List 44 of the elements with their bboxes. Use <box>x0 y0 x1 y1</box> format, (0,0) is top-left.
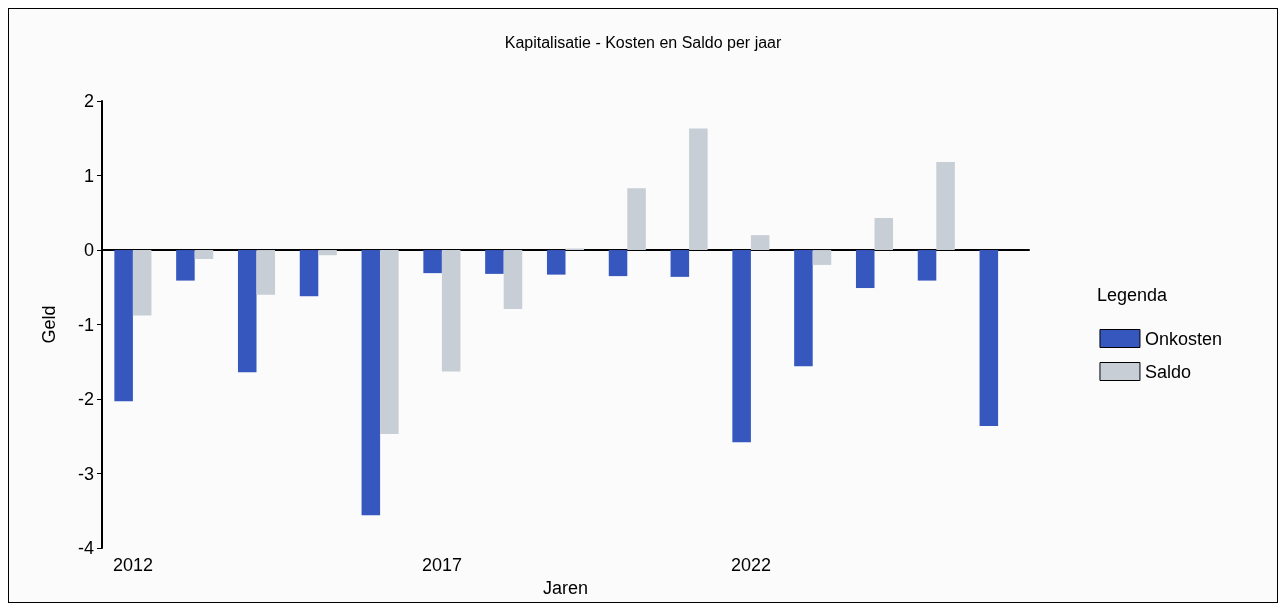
bar <box>176 250 195 281</box>
bar <box>936 162 955 251</box>
y-tick-label: -1 <box>77 314 94 335</box>
y-tick-label: -4 <box>77 538 94 559</box>
bar <box>732 250 751 443</box>
y-tick-label: -2 <box>77 389 94 410</box>
bar <box>917 250 937 281</box>
bar <box>194 250 214 259</box>
bar <box>256 250 276 295</box>
bar <box>380 250 399 435</box>
bar <box>689 128 708 251</box>
y-tick-label: 2 <box>83 91 94 111</box>
bar <box>794 250 813 367</box>
bar <box>423 250 442 274</box>
x-tick-label: 2017 <box>421 555 462 576</box>
bar <box>670 250 690 277</box>
y-tick-label: 0 <box>83 240 94 261</box>
y-tick-label: -3 <box>77 463 94 484</box>
bar <box>485 250 504 274</box>
bar <box>855 250 875 289</box>
y-tick-label: 1 <box>83 165 94 186</box>
bar <box>812 250 832 265</box>
x-tick-label: 2012 <box>112 555 153 576</box>
bar <box>237 250 257 373</box>
bar <box>608 250 628 277</box>
bar <box>361 250 381 516</box>
y-axis-title: Geld <box>39 305 59 344</box>
bar <box>132 250 152 316</box>
bar <box>979 250 999 426</box>
chart-title: Kapitalisatie - Kosten en Saldo per jaar <box>504 33 782 51</box>
bar <box>318 250 337 256</box>
bar <box>750 235 770 251</box>
legend-label: Onkosten <box>1144 328 1222 349</box>
x-tick-label: 2022 <box>730 555 771 576</box>
bar <box>114 250 133 402</box>
x-axis-title: Jaren <box>542 578 589 598</box>
bar <box>874 217 894 251</box>
bar <box>546 250 566 275</box>
legend-title: Legenda <box>1096 285 1168 305</box>
bar <box>299 250 319 297</box>
bar <box>503 250 523 309</box>
bar <box>441 250 461 372</box>
bar <box>627 188 646 251</box>
legend-label: Saldo <box>1144 361 1191 382</box>
